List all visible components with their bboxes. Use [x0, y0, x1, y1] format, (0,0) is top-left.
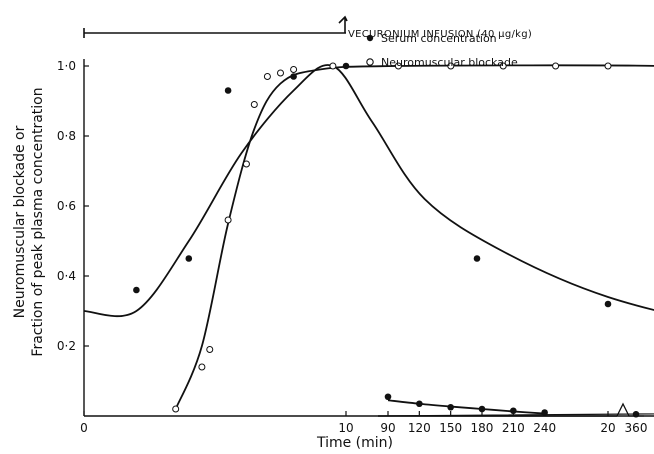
- legend-label-blockade: Neuromuscular blockade: [381, 56, 518, 69]
- y-axis-title-line2: Fraction of peak plasma concentration: [30, 87, 46, 356]
- serum-fit-curve-tail: [387, 399, 545, 415]
- serum-concentration-point: [632, 410, 640, 418]
- blockade-fit-curve: [174, 64, 654, 410]
- fit-curves-group: [83, 64, 654, 415]
- legend-label-serum: Serum concentration: [381, 32, 497, 45]
- legend-open-circle-icon: [366, 58, 374, 66]
- neuromuscular-blockade-point: [290, 66, 298, 73]
- x-tick-label: 120: [408, 421, 431, 435]
- serum-concentration-point: [510, 407, 517, 415]
- y-tick-label: 1·0: [57, 59, 76, 73]
- x-tick-label: 210: [502, 421, 525, 435]
- x-tick-label: 150: [439, 421, 462, 435]
- y-tick-label: 0·4: [57, 269, 76, 283]
- neuromuscular-blockade-point: [198, 363, 206, 371]
- neuromuscular-blockade-point: [499, 62, 507, 70]
- infusion-arrow-icon: [338, 15, 348, 33]
- neuromuscular-blockade-point: [250, 101, 258, 108]
- y-axis-title-line1: Neuromuscular blockade or: [12, 125, 28, 318]
- serum-concentration-point: [447, 403, 454, 411]
- x-tick-label: 20: [600, 421, 615, 435]
- neuromuscular-blockade-point: [224, 216, 232, 224]
- y-axis-title: Neuromuscular blockade or Fraction of pe…: [12, 87, 46, 356]
- neuromuscular-blockade-point: [277, 69, 284, 77]
- legend-filled-circle-icon: [366, 34, 374, 42]
- data-markers-group: [133, 62, 640, 418]
- serum-concentration-point: [133, 286, 140, 294]
- neuromuscular-blockade-point: [263, 73, 271, 80]
- x-tick-label: 360: [625, 421, 648, 435]
- infusion-annotation: VECURONIUM INFUSION (40 µg/kg): [83, 15, 532, 40]
- serum-concentration-point: [416, 400, 423, 408]
- x-tick-label: 180: [471, 421, 494, 435]
- neuromuscular-blockade-point: [206, 346, 214, 353]
- serum-concentration-point: [541, 409, 548, 416]
- neuromuscular-blockade-point: [604, 62, 612, 70]
- serum-concentration-point: [473, 255, 481, 262]
- neuromuscular-blockade-point: [394, 62, 402, 70]
- serum-concentration-point: [342, 62, 350, 70]
- serum-fit-curve: [83, 64, 654, 318]
- serum-concentration-point: [384, 393, 392, 401]
- neuromuscular-blockade-point: [242, 160, 250, 168]
- neuromuscular-blockade-point: [172, 405, 180, 413]
- serum-concentration-point: [604, 300, 612, 308]
- x-axis-title: Time (min): [316, 435, 393, 451]
- infusion-label: VECURONIUM INFUSION (40 µg/kg): [348, 29, 532, 40]
- legend: Serum concentration Neuromuscular blocka…: [366, 32, 518, 69]
- serum-concentration-point: [478, 405, 486, 413]
- neuromuscular-blockade-point: [447, 62, 455, 70]
- y-tick-label: 0·2: [57, 339, 76, 353]
- serum-concentration-point: [185, 255, 193, 262]
- x-tick-label: 240: [533, 421, 556, 435]
- serum-concentration-point: [290, 73, 297, 80]
- serum-concentration-point: [224, 87, 232, 94]
- neuromuscular-blockade-point: [329, 62, 337, 70]
- x-tick-label: 90: [380, 421, 395, 435]
- y-tick-label: 0·6: [57, 199, 76, 213]
- neuromuscular-blockade-point: [552, 62, 560, 70]
- x-tick-label: 10: [338, 421, 353, 435]
- y-tick-label: 0·8: [57, 129, 76, 143]
- axes-group: 0·20·40·60·81·00102030405060901201501802…: [57, 59, 654, 435]
- x-tick-label: 0: [80, 421, 88, 435]
